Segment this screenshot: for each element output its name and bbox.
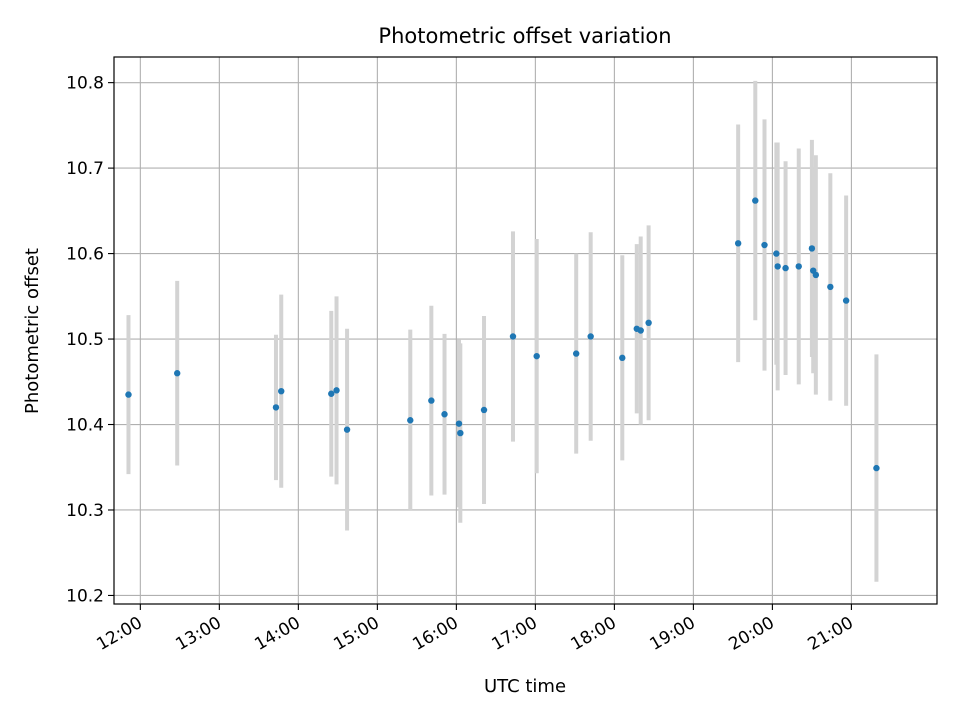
error-bars	[126, 80, 879, 582]
x-tick-label: 15:00	[330, 613, 382, 655]
data-point	[827, 283, 834, 291]
y-tick-label: 10.5	[66, 330, 104, 350]
data-point	[343, 426, 351, 433]
data-point	[533, 352, 540, 360]
y-tick-label: 10.4	[66, 416, 104, 436]
data-point	[773, 250, 780, 257]
data-point	[457, 429, 464, 437]
data-point	[328, 390, 335, 397]
data-point	[407, 417, 414, 424]
data-point	[808, 245, 816, 252]
data-point	[125, 391, 132, 398]
plot-frame	[113, 56, 938, 605]
data-point	[761, 241, 768, 249]
data-point	[428, 397, 435, 404]
y-tick-label: 10.8	[66, 74, 104, 94]
data-point	[645, 319, 652, 327]
x-tick-label: 16:00	[409, 613, 461, 655]
data-point	[637, 327, 644, 334]
data-point	[873, 464, 880, 472]
y-axis-label: Photometric offset	[22, 248, 43, 414]
y-tick-label: 10.2	[66, 586, 104, 606]
data-point	[455, 420, 463, 427]
data-point	[480, 406, 488, 414]
x-tick-label: 18:00	[567, 613, 619, 655]
data-point	[734, 240, 742, 247]
y-tick-label: 10.3	[66, 501, 104, 521]
x-tick-label: 21:00	[804, 613, 856, 655]
x-tick-label: 19:00	[646, 613, 698, 655]
data-point	[509, 333, 517, 340]
x-tick-label: 14:00	[251, 613, 303, 655]
x-tick-label: 17:00	[488, 613, 540, 655]
y-tick-label: 10.6	[66, 245, 104, 265]
data-point	[272, 404, 280, 411]
data-point	[278, 387, 285, 395]
data-point	[812, 271, 820, 279]
data-point	[619, 354, 626, 362]
x-tick-label: 20:00	[725, 613, 777, 655]
x-axis-label: UTC time	[484, 676, 566, 697]
data-point	[587, 333, 594, 340]
data-points	[125, 197, 880, 472]
data-point	[174, 370, 181, 377]
y-tick-label: 10.7	[66, 159, 104, 179]
data-point	[774, 263, 781, 270]
x-tick-label: 13:00	[172, 613, 224, 655]
x-tick-label: 12:00	[93, 613, 145, 655]
data-point	[782, 264, 789, 272]
data-point	[441, 411, 448, 418]
data-point	[572, 350, 580, 357]
data-point	[795, 263, 802, 270]
data-point	[333, 387, 340, 394]
chart-title: Photometric offset variation	[378, 24, 671, 48]
data-point	[842, 297, 850, 304]
data-point	[752, 197, 759, 204]
